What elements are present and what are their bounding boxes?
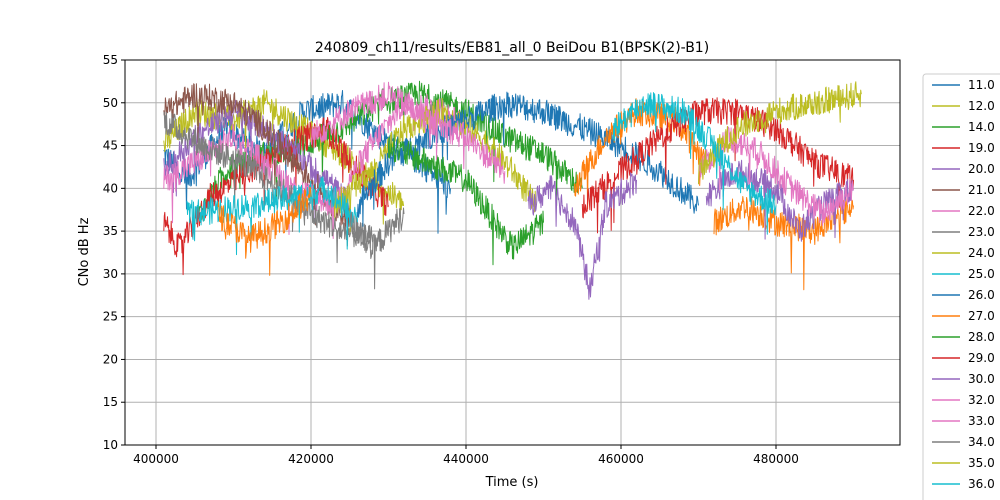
y-tick-label: 45 [103,139,118,153]
legend-label: 11.0 [968,78,995,92]
chart-title: 240809_ch11/results/EB81_all_0 BeiDou B1… [315,40,709,56]
legend-label: 20.0 [968,162,995,176]
legend-label: 29.0 [968,351,995,365]
y-tick-label: 10 [103,438,118,452]
legend: 11.0 12.0 14.0 19.0 20.0 21.0 22.0 23.0 24.0 25.0… [922,73,1000,500]
series-line-27.0 [217,186,312,276]
legend-label: 22.0 [968,204,995,218]
x-tick-label: 480000 [753,452,799,466]
y-tick-label: 50 [103,96,118,110]
legend-label: 12.0 [968,99,995,113]
legend-label: 36.0 [968,477,995,491]
legend-label: 30.0 [968,372,995,386]
y-tick-label: 15 [103,395,118,409]
plot-frame [124,59,901,446]
legend-label: 34.0 [968,435,995,449]
y-tick-label: 55 [103,53,118,67]
series-line-23.0 [163,111,374,264]
y-tick-label: 30 [103,267,118,281]
x-axis-label: Time (s) [485,475,539,490]
legend-label: 27.0 [968,309,995,323]
series-line-29.0 [581,97,854,234]
series-line-28.0 [388,134,544,266]
x-tick-label: 440000 [443,452,489,466]
series-line-35.0 [698,81,862,185]
series-line-27.0 [574,98,707,210]
legend-label: 35.0 [968,456,995,470]
series-line-33.0 [310,81,506,184]
legend-label: 37.0 [968,498,995,500]
y-tick-label: 40 [103,181,118,195]
legend-label: 25.0 [968,267,995,281]
x-tick-label: 420000 [288,452,334,466]
series-line-30.0 [527,172,637,300]
legend-label: 28.0 [968,330,995,344]
legend-label: 21.0 [968,183,995,197]
x-tick-label: 460000 [598,452,644,466]
legend-frame [922,73,1000,500]
y-tick-label: 25 [103,310,118,324]
x-tick-label: 400000 [133,452,179,466]
legend-label: 19.0 [968,141,995,155]
legend-label: 32.0 [968,393,995,407]
legend-label: 14.0 [968,120,995,134]
y-tick-label: 35 [103,224,118,238]
series-line-25.0 [186,176,358,256]
legend-label: 24.0 [968,246,995,260]
series-line-30.0 [705,159,854,242]
y-ticks: 10 15 20 25 30 35 40 45 50 55 [103,53,125,452]
y-tick-label: 20 [103,352,118,366]
legend-label: 33.0 [968,414,995,428]
legend-label: 26.0 [968,288,995,302]
series-line-36.0 [612,92,777,235]
plot-series [163,80,862,300]
legend-label: 23.0 [968,225,995,239]
x-ticks: 400000 420000 440000 460000 480000 [133,445,799,466]
y-axis-label: CNo dB Hz [77,217,92,286]
series-line-34.0 [349,207,405,290]
